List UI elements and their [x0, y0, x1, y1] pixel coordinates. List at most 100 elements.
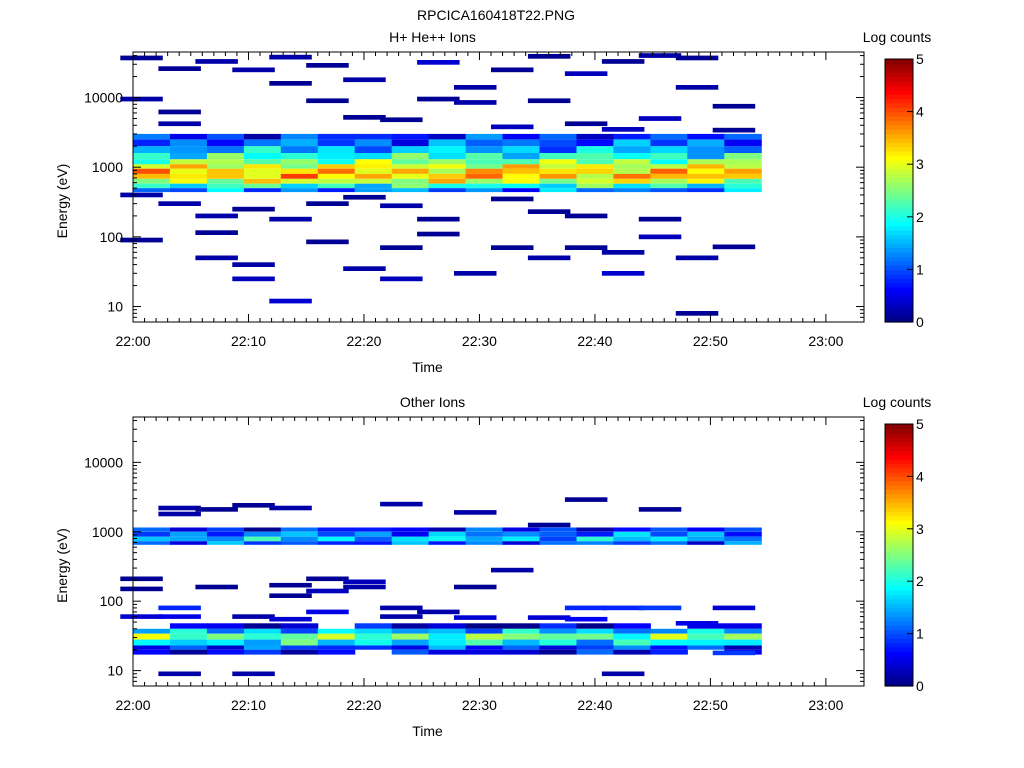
colorbar-swatch [885, 76, 913, 82]
heatmap-cell [380, 605, 423, 611]
colorbar-swatch [885, 533, 913, 539]
heatmap-cell [306, 576, 349, 582]
heatmap-cell [206, 168, 245, 174]
heatmap-cell [613, 541, 651, 545]
heatmap-cell [613, 153, 651, 160]
heatmap-cell [391, 178, 430, 184]
colorbar-swatch [885, 550, 913, 556]
heatmap-cell [354, 188, 393, 193]
colorbar-swatch [885, 493, 913, 499]
heatmap-cell [601, 59, 645, 64]
figure-title: RPCICA160418T22.PNG [417, 7, 575, 23]
heatmap-cell [391, 639, 430, 646]
colorbar-swatch [885, 651, 913, 657]
heatmap-cell [638, 234, 682, 240]
colorbar-swatch [885, 611, 913, 617]
colorbar-swatch [885, 159, 913, 165]
heatmap-cell [564, 213, 608, 219]
colorbar-swatch [885, 428, 913, 434]
heatmap-cell [317, 633, 356, 640]
heatmap-cell [243, 146, 282, 153]
heatmap-cell [687, 159, 725, 165]
colorbar-tick-label: 1 [916, 626, 924, 642]
heatmap-cell [354, 173, 393, 179]
heatmap-cell [502, 649, 540, 655]
heatmap-cell [391, 649, 430, 655]
heatmap-cell [243, 531, 282, 537]
heatmap-cell [539, 153, 577, 160]
heatmap-cell [428, 139, 467, 147]
colorbar-swatch [885, 546, 913, 552]
heatmap-cell [170, 168, 208, 174]
heatmap-cell [613, 623, 651, 629]
heatmap-cell [576, 649, 614, 655]
heatmap-cell [280, 645, 319, 650]
heatmap-cell [158, 201, 201, 206]
heatmap-cell [675, 55, 719, 61]
heatmap-cell [158, 511, 201, 517]
heatmap-cell [502, 531, 540, 537]
heatmap-cell [687, 153, 725, 160]
heatmap-cell [380, 245, 423, 250]
heatmap-cell [354, 153, 393, 160]
heatmap-cell [133, 188, 171, 193]
colorbar-swatch [885, 485, 913, 491]
heatmap-cell [133, 527, 171, 532]
heatmap-cell [170, 633, 208, 640]
heatmap-cell [170, 153, 208, 160]
heatmap-cell [576, 164, 614, 169]
colorbar-swatch [885, 541, 913, 547]
heatmap-cell [502, 633, 540, 640]
colorbar-swatch [885, 168, 913, 174]
heatmap-cell [158, 505, 201, 511]
heatmap-cell [454, 510, 497, 515]
colorbar-swatch [885, 528, 913, 534]
colorbar-swatch [885, 598, 913, 604]
heatmap-cell [243, 159, 282, 165]
heatmap-cell [502, 541, 540, 545]
heatmap-cell [564, 497, 608, 502]
heatmap-cell [317, 188, 356, 193]
heatmap-cell [428, 645, 467, 650]
colorbar-swatch [885, 286, 913, 292]
heatmap-cell [343, 77, 386, 83]
heatmap-cell [317, 183, 356, 189]
heatmap-cell [502, 168, 540, 174]
heatmap-cell [133, 633, 171, 640]
heatmap-cell [391, 168, 430, 174]
x-tick-label: 23:00 [808, 697, 843, 713]
heatmap-cell [133, 649, 171, 655]
heatmap-cell [380, 501, 423, 507]
heatmap-cell [243, 639, 282, 646]
heatmap-cell [687, 633, 725, 640]
heatmap-cell [576, 168, 614, 174]
heatmap-cell [613, 159, 651, 165]
heatmap-cell [317, 153, 356, 160]
heatmap-cell [206, 639, 245, 646]
heatmap-cell [576, 527, 614, 532]
heatmap-cell [465, 531, 504, 537]
colorbar-swatch [885, 424, 913, 429]
colorbar-swatch [885, 489, 913, 495]
colorbar-tick-label: 0 [916, 314, 924, 330]
heatmap-cell [243, 541, 282, 545]
heatmap-cell [280, 139, 319, 147]
heatmap-cell [613, 133, 651, 140]
heatmap-cell [465, 183, 504, 189]
heatmap-cell [133, 645, 171, 650]
heatmap-cell [170, 159, 208, 165]
heatmap-cell [454, 271, 497, 276]
colorbar-tick-label: 3 [916, 521, 924, 537]
colorbar-swatch [885, 151, 913, 156]
colorbar-swatch [885, 308, 913, 314]
heatmap-cell [206, 139, 245, 147]
heatmap-cell [454, 615, 497, 620]
colorbar-swatch [885, 520, 913, 526]
heatmap-cell [539, 531, 577, 537]
heatmap-cell [195, 213, 238, 219]
colorbar-swatch [885, 59, 913, 64]
colorbar-swatch [885, 278, 913, 284]
heatmap-cell [243, 623, 282, 629]
heatmap-cell [650, 628, 688, 634]
colorbar-swatch [885, 133, 913, 139]
